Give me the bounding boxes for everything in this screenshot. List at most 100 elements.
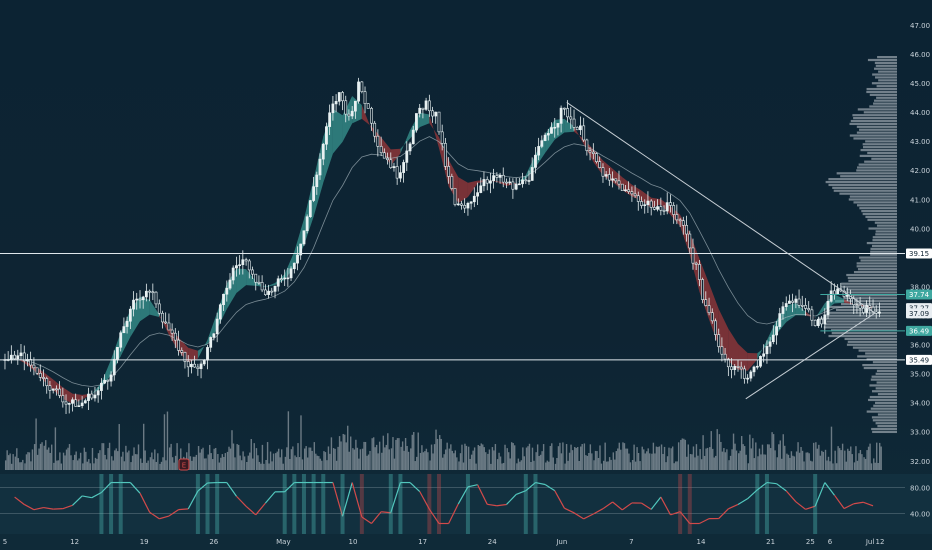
- ribbon-segment: [689, 232, 700, 292]
- candle-body: [315, 174, 319, 187]
- volume-profile-bar: [866, 410, 897, 413]
- volume-bar: [798, 452, 801, 470]
- volume-bar: [155, 461, 158, 470]
- volume-bar: [702, 435, 704, 470]
- ribbon-segment: [82, 393, 92, 400]
- volume-profile-bar: [870, 407, 897, 410]
- volume-bar: [772, 434, 775, 470]
- volume-profile-bar: [858, 349, 897, 352]
- volume-profile-bar: [828, 334, 897, 338]
- candle-body: [132, 299, 135, 310]
- volume-bar: [793, 456, 796, 470]
- volume-bar: [599, 445, 601, 470]
- volume-bar: [115, 448, 117, 470]
- volume-bar: [306, 457, 309, 470]
- candle-body: [640, 201, 643, 206]
- volume-bar: [323, 451, 325, 470]
- oscillator-segment: [853, 501, 864, 505]
- candle-body: [501, 175, 505, 183]
- candle-body: [318, 158, 322, 176]
- volume-profile-bar: [856, 262, 897, 265]
- oscillator-segment: [264, 491, 276, 504]
- volume-bar: [677, 442, 680, 470]
- candle-body: [376, 135, 380, 147]
- volume-bar: [123, 461, 126, 470]
- candle-body: [553, 126, 557, 129]
- volume-bar: [706, 447, 709, 470]
- volume-bar: [867, 446, 870, 470]
- volume-bar: [27, 452, 29, 470]
- candle-body: [144, 290, 148, 298]
- volume-bar: [174, 455, 177, 470]
- candle-body: [215, 318, 219, 335]
- candle-body: [646, 200, 650, 206]
- volume-profile-bar: [875, 230, 897, 233]
- volume-bar: [91, 447, 94, 470]
- volume-bar: [729, 455, 732, 470]
- volume-bar: [824, 449, 827, 470]
- ribbon-segment: [535, 134, 546, 168]
- volume-bar: [720, 441, 722, 470]
- volume-bar: [710, 431, 712, 470]
- candle-body: [302, 230, 306, 245]
- volume-bar: [586, 455, 589, 470]
- volume-bar: [157, 453, 159, 470]
- volume-bar: [203, 458, 206, 470]
- oscillator-segment: [593, 508, 604, 515]
- volume-bar: [78, 458, 80, 470]
- volume-bar: [369, 450, 371, 470]
- volume-profile-bar: [826, 314, 897, 317]
- oscillator-highlight: [398, 474, 403, 534]
- volume-bar: [260, 463, 262, 470]
- candle-body: [784, 303, 788, 307]
- volume-bar: [427, 452, 429, 470]
- volume-bar: [86, 461, 89, 470]
- volume-bar: [253, 443, 255, 470]
- volume-bar: [56, 460, 58, 470]
- volume-bar: [753, 458, 756, 470]
- volume-profile-bar: [876, 96, 897, 99]
- volume-bar: [829, 461, 831, 470]
- volume-bar: [531, 447, 534, 470]
- volume-bar: [448, 448, 451, 470]
- oscillator-segment: [728, 503, 739, 510]
- ribbon-segment: [506, 183, 517, 187]
- volume-bar: [652, 442, 655, 470]
- volume-bar: [290, 449, 293, 470]
- volume-bar: [229, 448, 232, 470]
- volume-profile: [818, 55, 897, 434]
- oscillator-segment: [284, 482, 295, 493]
- volume-bar: [467, 446, 470, 470]
- ribbon-segment: [651, 197, 661, 208]
- volume-profile-bar: [846, 288, 897, 291]
- volume-profile-bar: [830, 329, 897, 332]
- candle-body: [128, 308, 132, 322]
- volume-bar: [114, 450, 116, 470]
- volume-bar: [681, 438, 684, 470]
- candle-body: [691, 247, 695, 264]
- candle-body: [546, 133, 550, 136]
- candle-body: [681, 220, 685, 226]
- ribbon-segment: [275, 274, 285, 286]
- volume-bar: [536, 444, 539, 470]
- time-tick-label: 10: [349, 538, 358, 546]
- candle-body: [231, 267, 235, 281]
- candle-body: [521, 179, 524, 185]
- volume-bar: [298, 457, 301, 470]
- volume-bar: [469, 458, 471, 470]
- volume-bar: [716, 429, 718, 470]
- volume-bar: [636, 447, 638, 470]
- volume-bar: [272, 453, 275, 470]
- volume-bar: [141, 462, 143, 470]
- volume-bar: [39, 443, 42, 470]
- volume-bar: [371, 438, 373, 470]
- volume-bar: [49, 452, 51, 470]
- oscillator-segment: [525, 482, 536, 492]
- volume-bar: [766, 444, 769, 470]
- volume-profile-bar: [875, 422, 897, 425]
- oscillator-segment: [178, 508, 189, 511]
- oscillator-segment: [428, 508, 440, 524]
- volume-bar: [332, 448, 335, 470]
